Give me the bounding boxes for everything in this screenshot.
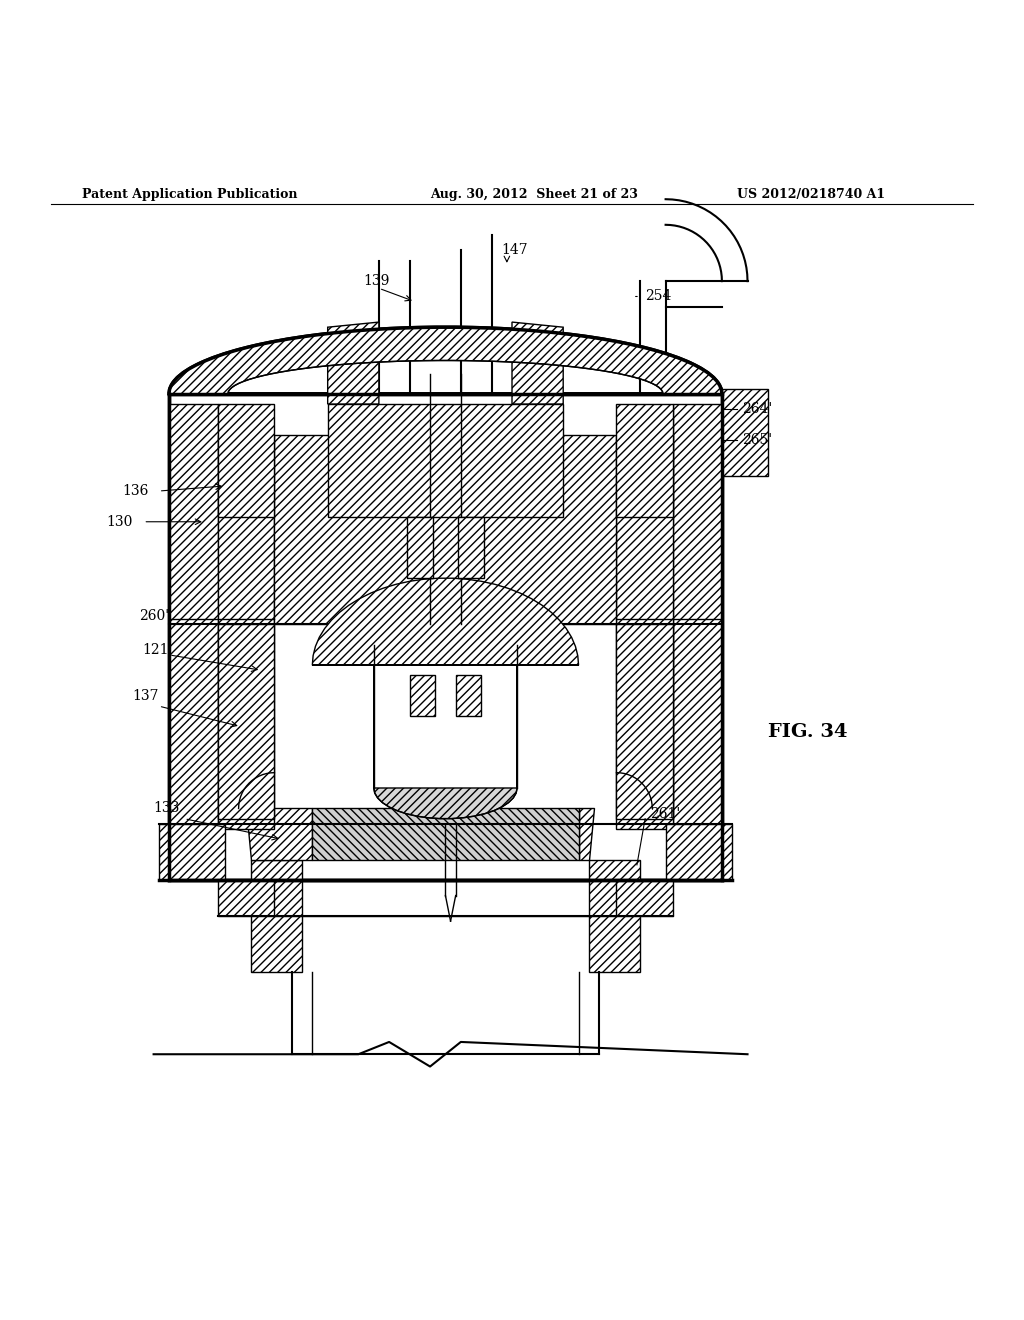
Polygon shape <box>328 404 563 516</box>
Text: 260': 260' <box>139 609 169 623</box>
Polygon shape <box>579 808 594 859</box>
Text: 137: 137 <box>132 689 159 702</box>
Polygon shape <box>312 808 579 859</box>
Text: 136: 136 <box>122 484 148 498</box>
Text: 121: 121 <box>142 643 169 657</box>
Polygon shape <box>169 393 722 880</box>
Polygon shape <box>512 322 563 404</box>
Text: 139: 139 <box>364 275 390 288</box>
Text: 265': 265' <box>742 433 772 447</box>
Text: 254: 254 <box>645 289 672 304</box>
Polygon shape <box>459 516 484 578</box>
Polygon shape <box>722 388 768 475</box>
Polygon shape <box>218 624 274 818</box>
Text: Patent Application Publication: Patent Application Publication <box>82 187 297 201</box>
Polygon shape <box>616 880 673 916</box>
Polygon shape <box>218 404 274 516</box>
Text: 133: 133 <box>153 801 179 816</box>
Text: 264': 264' <box>742 403 773 416</box>
Text: US 2012/0218740 A1: US 2012/0218740 A1 <box>737 187 886 201</box>
Polygon shape <box>616 404 673 516</box>
Polygon shape <box>169 327 722 393</box>
Text: 261': 261' <box>650 807 681 821</box>
Polygon shape <box>410 676 435 717</box>
Text: 130: 130 <box>106 515 133 529</box>
Polygon shape <box>312 578 579 665</box>
Polygon shape <box>169 404 218 870</box>
Polygon shape <box>274 434 616 624</box>
Polygon shape <box>407 516 432 578</box>
Text: Aug. 30, 2012  Sheet 21 of 23: Aug. 30, 2012 Sheet 21 of 23 <box>430 187 638 201</box>
Polygon shape <box>666 824 732 880</box>
Polygon shape <box>589 859 640 973</box>
Polygon shape <box>616 624 673 818</box>
Polygon shape <box>169 327 722 393</box>
Polygon shape <box>218 434 274 829</box>
Polygon shape <box>246 808 312 859</box>
Text: 147: 147 <box>502 243 528 257</box>
Polygon shape <box>218 880 274 916</box>
Polygon shape <box>251 859 302 973</box>
Polygon shape <box>673 404 722 870</box>
Polygon shape <box>328 322 379 404</box>
Polygon shape <box>616 434 673 829</box>
Polygon shape <box>374 644 517 818</box>
Polygon shape <box>456 676 481 717</box>
Polygon shape <box>159 824 225 880</box>
Text: FIG. 34: FIG. 34 <box>768 722 848 741</box>
